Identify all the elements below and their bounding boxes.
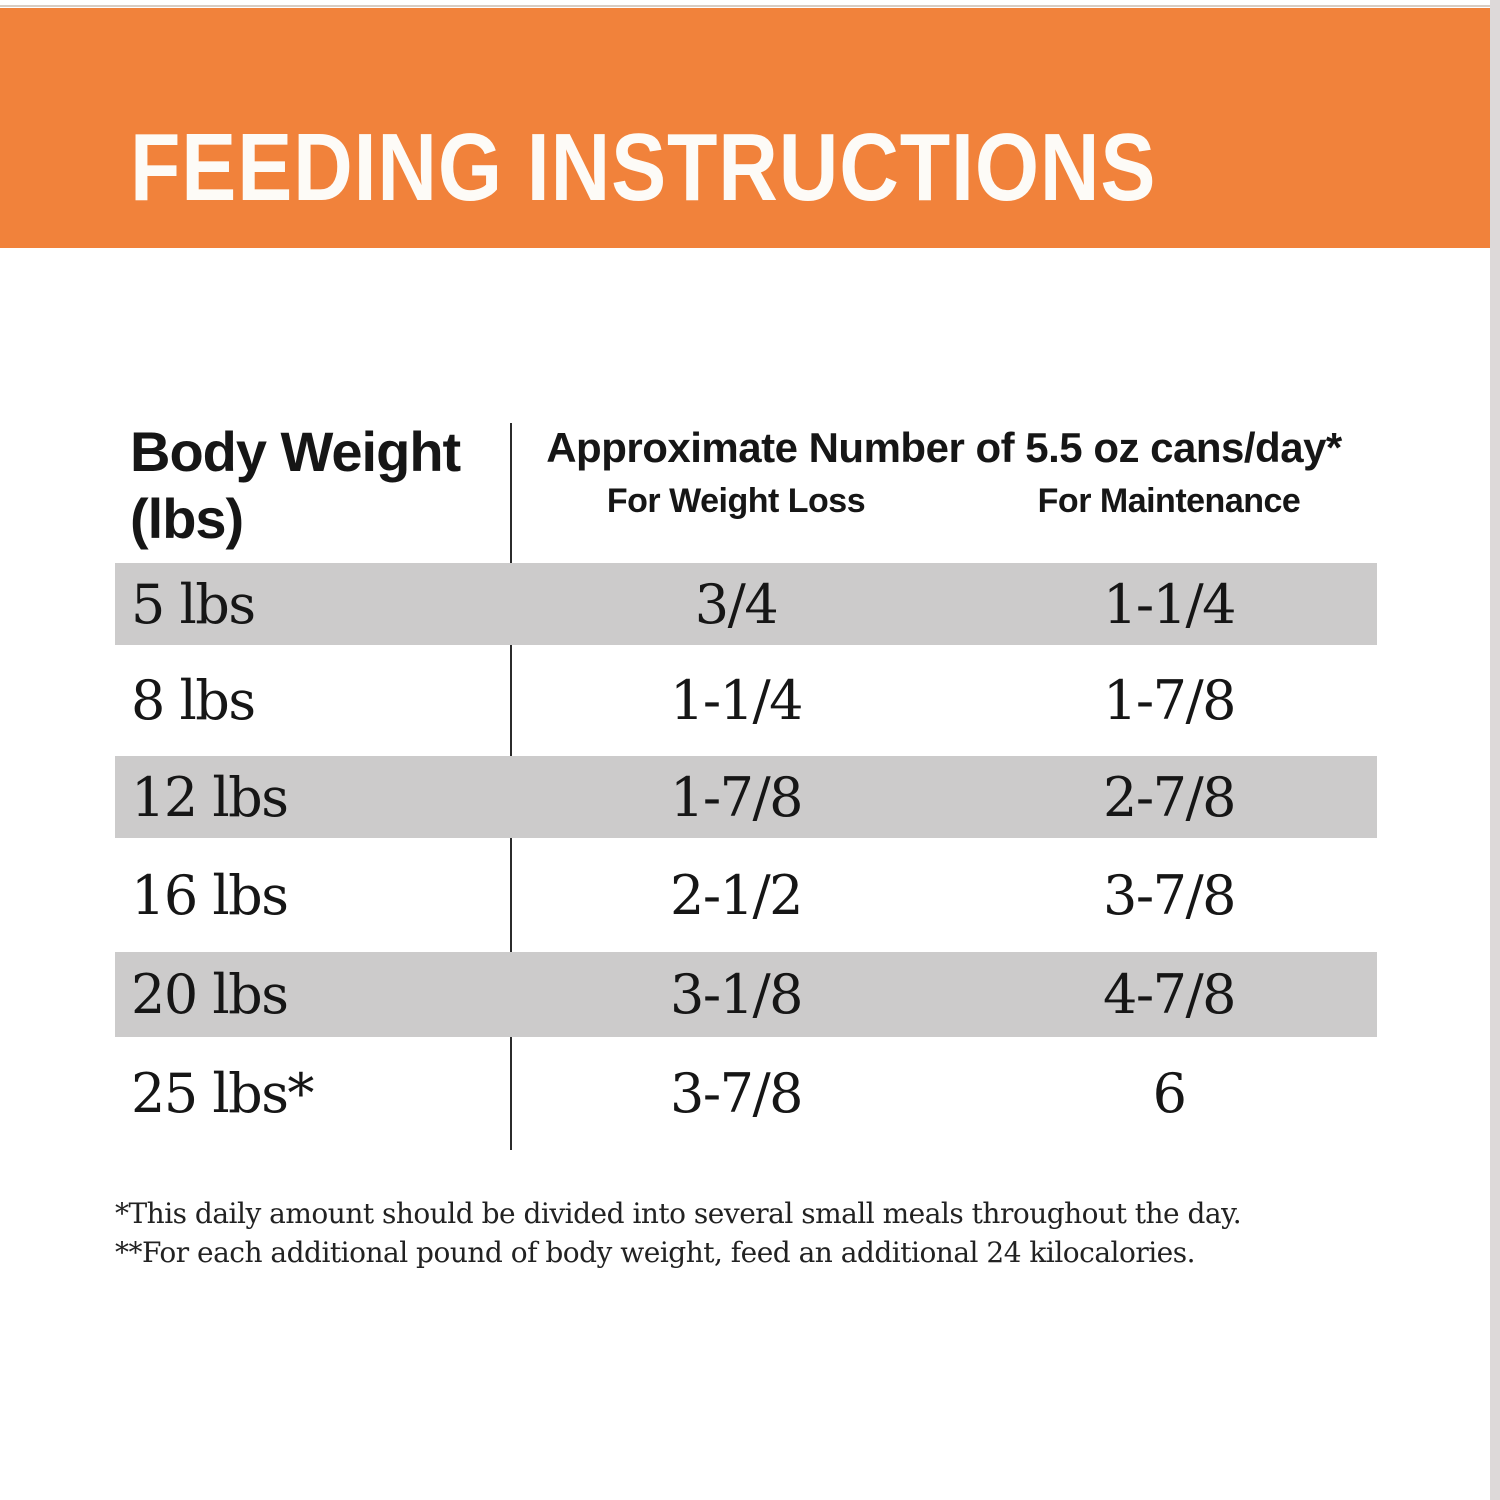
body-weight-header-line1: Body Weight [130,420,461,483]
cans-per-day-header: Approximate Number of 5.5 oz cans/day* [546,424,1342,471]
table-row: 8 lbs 1-1/4 1-7/8 [115,645,1377,756]
body-weight-column-header: Body Weight (lbs) [130,418,461,552]
row-weight-loss-value: 3/4 [694,572,779,636]
row-maintenance-value: 1-1/4 [1102,572,1237,636]
row-weight: 12 lbs [131,765,289,829]
maintenance-column-header: For Maintenance [1037,482,1301,520]
row-maintenance-value: 4-7/8 [1102,963,1237,1026]
top-border-line [0,5,1490,7]
row-weight-loss-value: 2-1/2 [669,863,804,927]
footnote-additional-pound: **For each additional pound of body weig… [115,1236,1196,1269]
body-weight-header-line2: (lbs) [130,487,244,550]
row-weight: 16 lbs [131,863,289,927]
header-banner: FEEDING INSTRUCTIONS [0,8,1490,248]
row-weight-loss-value: 3-7/8 [669,1062,804,1125]
row-maintenance-value: 3-7/8 [1102,863,1237,927]
row-weight-loss-value: 3-1/8 [669,963,804,1026]
page-title: FEEDING INSTRUCTIONS [130,114,1157,221]
row-weight-loss-value: 1-7/8 [669,765,804,829]
table-row: 20 lbs 3-1/8 4-7/8 [115,952,1377,1037]
table-row: 5 lbs 3/4 1-1/4 [115,563,1377,645]
row-maintenance-value: 6 [1152,1062,1187,1125]
right-edge-strip [1490,0,1500,1500]
table-row: 25 lbs* 3-7/8 6 [115,1037,1377,1150]
row-maintenance-value: 1-7/8 [1102,669,1237,732]
row-weight-loss-value: 1-1/4 [669,669,804,732]
row-maintenance-value: 2-7/8 [1102,765,1237,829]
row-weight: 5 lbs [131,572,256,636]
table-row: 16 lbs 2-1/2 3-7/8 [115,838,1377,952]
row-weight: 20 lbs [131,963,289,1026]
row-weight: 8 lbs [131,669,256,732]
footnotes: *This daily amount should be divided int… [115,1194,1242,1272]
weight-loss-column-header: For Weight Loss [606,482,866,520]
footnote-daily-amount: *This daily amount should be divided int… [115,1197,1242,1230]
row-weight: 25 lbs* [131,1062,314,1125]
table-row: 12 lbs 1-7/8 2-7/8 [115,756,1377,838]
